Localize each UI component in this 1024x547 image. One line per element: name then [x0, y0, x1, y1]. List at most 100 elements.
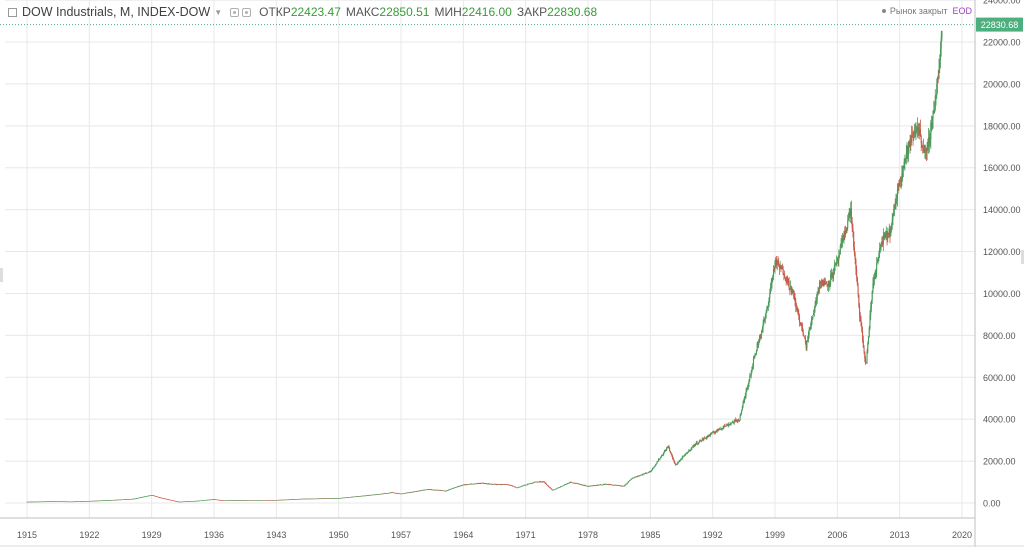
candle: [732, 420, 734, 423]
candle: [645, 472, 647, 474]
candle: [696, 440, 698, 445]
candle: [460, 485, 462, 487]
candle: [592, 484, 594, 486]
candle: [222, 500, 224, 501]
candle: [470, 483, 472, 485]
candle: [895, 193, 897, 210]
candle: [667, 445, 669, 449]
candle: [589, 485, 591, 487]
candle: [634, 476, 637, 478]
candle: [48, 501, 50, 502]
candle: [940, 31, 942, 57]
candle: [778, 258, 780, 267]
candle: [435, 489, 437, 491]
left-scroll-handle[interactable]: [0, 268, 3, 282]
candle: [554, 488, 556, 490]
candle: [884, 232, 886, 241]
candle: [939, 41, 942, 69]
candle: [362, 495, 364, 497]
candle: [737, 419, 739, 424]
candle: [195, 500, 197, 502]
candle: [316, 498, 318, 500]
candle: [369, 494, 371, 496]
candle: [721, 428, 723, 431]
candle: [162, 498, 165, 499]
candle: [282, 499, 284, 501]
candle: [487, 483, 489, 485]
candle: [164, 498, 166, 500]
candle: [226, 500, 228, 502]
x-tick-label: 2006: [827, 530, 847, 540]
candle: [902, 165, 904, 178]
x-tick-label: 2013: [890, 530, 910, 540]
candle: [631, 478, 633, 480]
candle: [729, 424, 731, 426]
settings-icon[interactable]: [242, 7, 252, 17]
candle: [740, 412, 742, 417]
candle: [139, 497, 142, 498]
candle: [473, 483, 475, 485]
eod-badge[interactable]: EOD: [952, 6, 972, 16]
candle: [160, 497, 162, 499]
right-scroll-handle[interactable]: [1021, 250, 1024, 264]
candle: [670, 452, 672, 455]
candle: [525, 484, 527, 486]
candle: [381, 493, 383, 495]
candle: [647, 472, 649, 474]
candle: [714, 431, 716, 434]
chevron-down-icon[interactable]: ▼: [214, 7, 223, 17]
candle: [662, 453, 664, 457]
legend-toggle-checkbox[interactable]: [8, 7, 17, 17]
symbol-title[interactable]: DOW Industrials, M, INDEX-DOW: [22, 5, 211, 19]
candle: [261, 500, 263, 501]
candle: [258, 500, 260, 501]
candle: [70, 501, 72, 503]
candle: [422, 489, 424, 491]
candle: [896, 183, 898, 207]
candle: [329, 498, 331, 499]
candle: [920, 134, 922, 151]
candle: [486, 483, 488, 485]
candle: [752, 363, 754, 371]
candle: [157, 496, 159, 498]
candle: [88, 501, 90, 502]
candle: [702, 438, 704, 441]
candle: [192, 501, 194, 502]
candle: [452, 487, 454, 489]
candle: [215, 499, 217, 501]
candle: [278, 499, 280, 501]
candle: [775, 256, 777, 268]
candle: [715, 430, 717, 435]
candle: [336, 498, 338, 499]
candle: [582, 484, 585, 486]
candle: [914, 123, 916, 138]
candle: [122, 499, 124, 501]
candle: [790, 280, 792, 291]
candle: [876, 257, 878, 278]
candle: [836, 257, 838, 264]
candle: [306, 498, 309, 500]
candle: [287, 499, 289, 501]
visibility-icon[interactable]: [230, 7, 240, 17]
candle: [877, 256, 879, 265]
candle: [430, 489, 432, 491]
candle: [181, 501, 183, 503]
candle: [699, 439, 701, 442]
candle: [665, 449, 667, 452]
candle: [116, 499, 118, 501]
candle: [271, 499, 273, 501]
candle: [201, 500, 203, 501]
candle: [568, 482, 570, 484]
candle: [223, 500, 225, 502]
candle: [537, 481, 539, 483]
candle: [280, 499, 283, 501]
candle: [752, 355, 755, 370]
candle: [925, 145, 927, 160]
candle: [264, 500, 266, 501]
candle: [575, 482, 577, 484]
candle: [835, 262, 837, 266]
candle: [99, 500, 102, 502]
candle: [936, 76, 939, 94]
